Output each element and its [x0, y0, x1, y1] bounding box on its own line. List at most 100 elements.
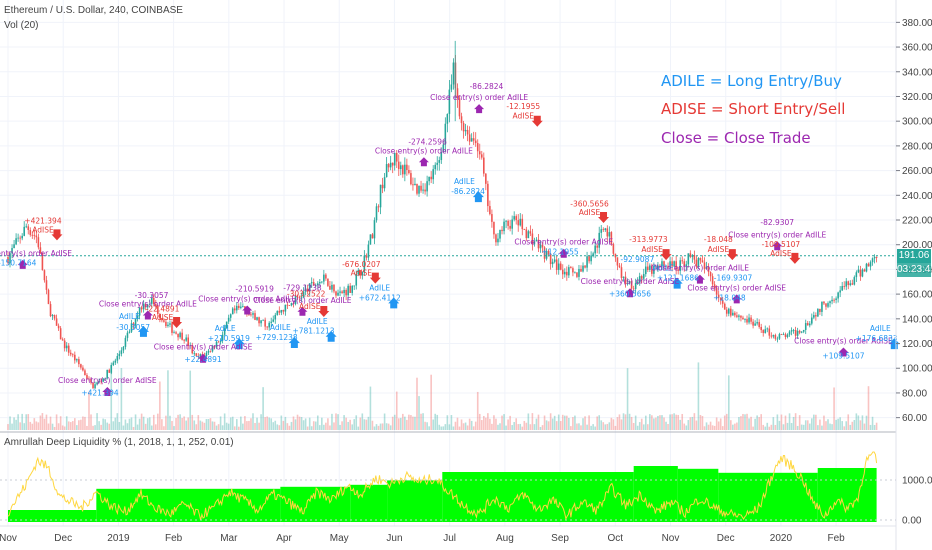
volume-bar — [331, 413, 333, 430]
indicator-tick-label: 0.00 — [902, 516, 922, 527]
volume-bar — [859, 420, 862, 430]
volume-bar — [71, 421, 74, 430]
volume-bar — [219, 416, 222, 430]
long-entry-arrow — [137, 325, 149, 337]
price-axis[interactable]: 60.0080.00100.00120.00140.00160.00180.00… — [896, 18, 932, 424]
volume-bar — [867, 386, 870, 430]
candle-body — [596, 245, 598, 248]
trade-annotation: -313.9773 — [629, 235, 668, 244]
volume-bar — [865, 415, 868, 430]
symbol-title[interactable]: Ethereum / U.S. Dollar, 240, COINBASE — [4, 5, 183, 16]
candle-body — [699, 257, 702, 261]
candle-body — [335, 291, 337, 296]
volume-bar — [661, 415, 663, 430]
volume-bar — [250, 418, 252, 430]
candle-body — [746, 319, 748, 323]
volume-bar — [371, 420, 374, 430]
candle-body — [231, 308, 234, 315]
candle-body — [460, 116, 463, 124]
volume-bar — [276, 424, 279, 430]
close-trade-arrow — [694, 274, 705, 284]
volume-bar — [43, 418, 46, 430]
volume-bar — [821, 425, 823, 430]
volume-bar — [766, 422, 769, 430]
candle-body — [116, 355, 119, 361]
candle-body — [649, 265, 651, 270]
volume-bar — [572, 417, 574, 430]
candle-body — [657, 265, 659, 268]
volume-bar — [772, 417, 775, 430]
candle-body — [430, 176, 432, 180]
candle-body — [329, 285, 331, 290]
volume-bar — [543, 415, 546, 430]
time-tick-label: Jun — [386, 533, 402, 544]
volume-bar — [416, 377, 418, 430]
indicator-title[interactable]: Amrullah Deep Liquidity % (1, 2018, 1, 1… — [4, 437, 234, 448]
candle-body — [436, 162, 439, 165]
time-axis[interactable]: Nov Dec 2019 Feb Mar Apr May Jun Jul Aug Sep Oct Nov… — [0, 533, 845, 544]
candle-body — [545, 250, 548, 259]
indicator-axis[interactable]: 0.00 1000.00 — [0, 476, 932, 527]
volume-bar — [209, 418, 212, 430]
candle-body — [181, 332, 183, 340]
volume-bar — [349, 419, 351, 430]
candle-body — [616, 257, 619, 266]
volume-bar — [13, 417, 15, 430]
volume-bar — [240, 416, 242, 430]
candle-body — [37, 237, 40, 248]
volume-bar — [49, 416, 52, 430]
candle-body — [869, 262, 872, 267]
volume-bar — [790, 423, 793, 430]
volume-bar — [715, 417, 718, 430]
trade-annotation: AdISE — [579, 208, 601, 217]
candle-body — [626, 283, 629, 285]
volume-bar — [626, 368, 629, 430]
trade-annotation: AdISE — [513, 112, 535, 121]
candle-body — [796, 330, 799, 336]
liquidity-step — [8, 510, 97, 522]
trade-annotations: +421.394AdISEClose entry(s) order AdISE-… — [0, 82, 898, 397]
candle-body — [442, 144, 445, 152]
candle-body — [31, 234, 34, 236]
candle-body — [570, 267, 572, 269]
volume-bar — [452, 426, 455, 430]
candle-body — [843, 286, 846, 287]
close-trade-arrow — [838, 347, 849, 357]
candle-body — [539, 244, 542, 249]
candle-body — [823, 301, 825, 304]
candle-body — [128, 331, 131, 333]
volume-bar — [638, 422, 641, 430]
volume-bar — [165, 415, 167, 430]
candle-body — [104, 378, 106, 380]
volume-bar — [136, 424, 139, 430]
candle-body — [138, 307, 141, 316]
candle-body — [768, 328, 771, 336]
trade-annotation: Close entry(s) order AdISE — [581, 277, 680, 286]
trade-annotation: Close entry(s) order AdILE — [99, 299, 197, 308]
candle-body — [191, 345, 194, 354]
trade-annotation: AdILE — [270, 323, 291, 332]
volume-bar — [335, 413, 337, 430]
candle-body — [695, 259, 698, 267]
trade-annotation: +176.6833 — [856, 334, 898, 343]
volume-bar — [45, 414, 48, 430]
volume-bar — [406, 419, 408, 430]
candle-body — [377, 206, 380, 208]
volume-title[interactable]: Vol (20) — [4, 20, 39, 31]
volume-bar — [823, 415, 825, 430]
candle-body — [675, 261, 677, 270]
volume-bar — [422, 413, 424, 430]
candle-body — [871, 258, 874, 263]
trade-annotation: AdISE — [299, 302, 321, 311]
volume-bar — [485, 417, 487, 430]
volume-bar — [148, 417, 151, 430]
volume-bar — [134, 414, 137, 430]
volume-bar — [841, 421, 843, 430]
candle-body — [703, 262, 706, 269]
candle-body — [525, 229, 528, 239]
volume-bar — [806, 420, 809, 430]
trade-annotation: Close entry(s) order AdILE — [430, 93, 528, 102]
volume-bar — [632, 422, 635, 430]
volume-bar — [37, 422, 40, 430]
volume-bar — [280, 415, 283, 430]
